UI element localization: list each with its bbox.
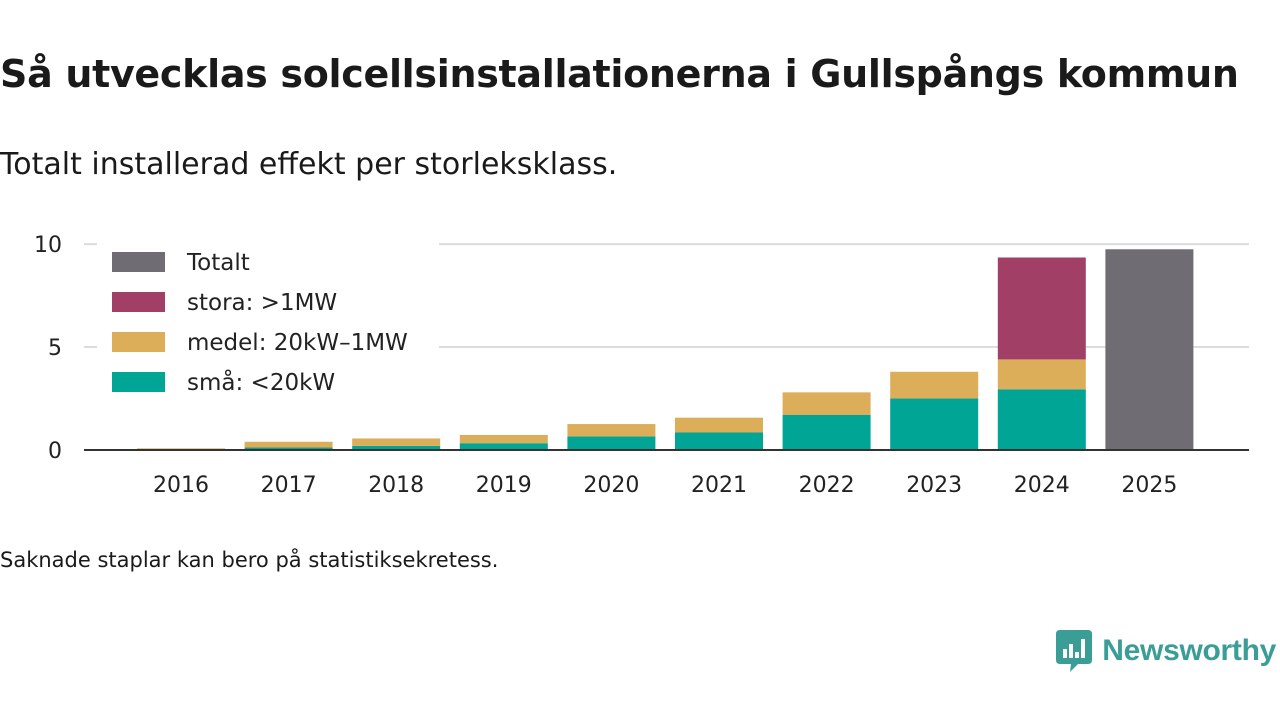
- bar-segment: [352, 445, 441, 450]
- x-tick-label: 2018: [368, 473, 424, 498]
- chart-subtitle: Totalt installerad effekt per storlekskl…: [0, 147, 618, 182]
- bar-segment: [137, 448, 225, 450]
- legend-label: små: <20kW: [187, 368, 335, 396]
- legend-swatch: [112, 292, 165, 312]
- bar-segment: [782, 415, 871, 450]
- x-tick-label: 2019: [476, 473, 532, 498]
- bar-segment: [890, 371, 979, 399]
- legend: Totalt stora: >1MW medel: 20kW–1MW små: <20…: [97, 242, 439, 402]
- bar-chart-speech-bubble-icon: [1056, 630, 1093, 672]
- bar-segment: [675, 417, 763, 433]
- y-tick-label: 0: [48, 439, 62, 464]
- legend-label: medel: 20kW–1MW: [187, 330, 408, 356]
- bar-segment: [244, 447, 333, 450]
- bar-segment: [997, 389, 1086, 450]
- bar-segment: [352, 438, 441, 446]
- bar-segment: [459, 443, 548, 450]
- bar-segment: [1105, 249, 1194, 450]
- x-tick-label: 2016: [153, 473, 209, 498]
- y-tick-label: 5: [48, 336, 62, 361]
- chart-title: Så utvecklas solcellsinstallationerna i …: [0, 52, 1239, 96]
- bar-segment: [675, 432, 763, 450]
- legend-label: Totalt: [186, 250, 250, 276]
- bar-segment: [890, 398, 979, 450]
- bar-segment: [997, 257, 1086, 360]
- x-tick-label: 2025: [1121, 473, 1177, 498]
- legend-swatch: [112, 372, 165, 392]
- x-tick-label: 2022: [799, 473, 855, 498]
- bar-segment: [997, 359, 1086, 390]
- bar-segment: [459, 434, 548, 444]
- stacked-bar-chart: 0 5 10 2016 2017 2018 2019 2020 2021 2022 2023 2024…: [34, 233, 1249, 498]
- axes: 0 5 10 2016 2017 2018 2019 2020 2021 2022 2023 2024…: [34, 233, 1249, 498]
- y-tick-label: 10: [34, 233, 62, 258]
- bars: [137, 249, 1194, 450]
- bar-segment: [244, 441, 333, 448]
- x-tick-label: 2023: [906, 473, 962, 498]
- bar-segment: [567, 424, 656, 437]
- legend-swatch: [112, 252, 165, 272]
- bar-segment: [782, 392, 871, 415]
- bar-segment: [567, 436, 656, 450]
- x-tick-label: 2021: [691, 473, 747, 498]
- legend-swatch: [112, 332, 165, 352]
- legend-label: stora: >1MW: [187, 290, 337, 316]
- x-tick-label: 2017: [261, 473, 317, 498]
- brand-name: Newsworthy: [1102, 634, 1276, 667]
- x-tick-label: 2024: [1014, 473, 1070, 498]
- newsworthy-logo: Newsworthy: [1056, 628, 1276, 674]
- x-tick-label: 2020: [583, 473, 639, 498]
- footnote: Saknade staplar kan bero på statistiksek…: [0, 548, 499, 572]
